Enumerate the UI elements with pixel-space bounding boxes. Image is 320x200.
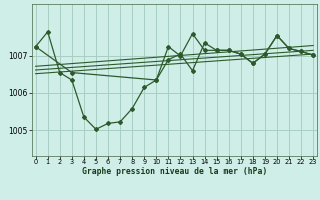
X-axis label: Graphe pression niveau de la mer (hPa): Graphe pression niveau de la mer (hPa) xyxy=(82,167,267,176)
